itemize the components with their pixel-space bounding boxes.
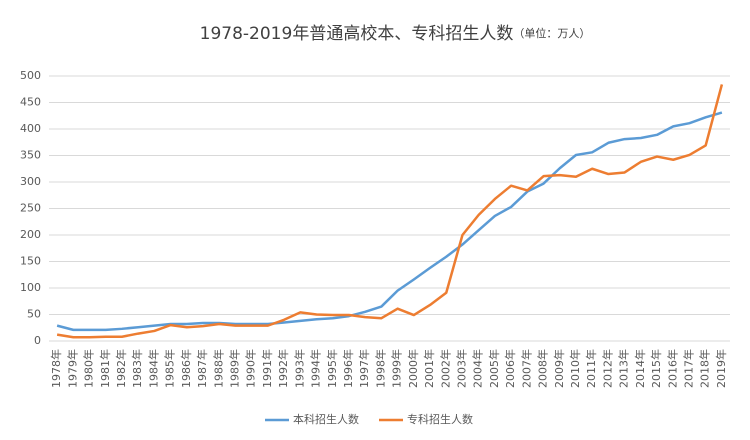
y-tick-label: 400 <box>20 122 41 135</box>
y-tick-label: 50 <box>27 308 41 321</box>
legend-label: 专科招生人数 <box>407 412 473 426</box>
series-line <box>56 84 724 339</box>
x-tick-label: 2003年 <box>454 349 468 388</box>
title: 1978-2019年普通高校本、专科招生人数 <box>200 24 514 44</box>
x-tick-label: 2012年 <box>600 349 614 388</box>
x-tick-label: 2001年 <box>422 349 436 388</box>
x-tick-label: 1991年 <box>260 349 274 388</box>
x-tick-label: 1998年 <box>373 349 387 388</box>
x-tick-label: 2016年 <box>665 349 679 388</box>
x-tick-label: 1982年 <box>114 349 128 388</box>
x-tick-label: 2018年 <box>698 349 712 388</box>
x-tick-label: 1983年 <box>130 349 144 388</box>
y-tick-label: 300 <box>20 175 41 188</box>
x-tick-label: 1993年 <box>292 349 306 388</box>
x-tick-label: 2015年 <box>649 349 663 388</box>
legend-label: 本科招生人数 <box>293 412 359 426</box>
x-tick-label: 2019年 <box>714 349 728 388</box>
y-tick-label: 100 <box>20 281 41 294</box>
x-tick-label: 1988年 <box>211 349 225 388</box>
x-tick-label: 1995年 <box>325 349 339 388</box>
x-tick-label: 1992年 <box>276 349 290 388</box>
y-tick-label: 200 <box>20 228 41 241</box>
x-tick-label: 1986年 <box>179 349 193 388</box>
x-tick-label: 2002年 <box>438 349 452 388</box>
y-tick-label: 450 <box>20 96 41 109</box>
x-tick-label: 2010年 <box>568 349 582 388</box>
x-tick-label: 2009年 <box>552 349 566 388</box>
x-tick-label: 2014年 <box>633 349 647 388</box>
x-tick-label: 1985年 <box>163 349 177 388</box>
y-tick-label: 0 <box>34 334 41 347</box>
x-tick-label: 2000年 <box>406 349 420 388</box>
x-tick-label: 1989年 <box>227 349 241 388</box>
x-tick-label: 2004年 <box>471 349 485 388</box>
x-tick-label: 2006年 <box>503 349 517 388</box>
y-tick-label: 350 <box>20 149 41 162</box>
x-tick-label: 1994年 <box>309 349 323 388</box>
x-tick-label: 1978年 <box>49 349 63 388</box>
x-tick-label: 1979年 <box>65 349 79 388</box>
x-tick-label: 1987年 <box>195 349 209 388</box>
y-tick-label: 500 <box>20 69 41 82</box>
chart-title: 1978-2019年普通高校本、专科招生人数（单位：万人） <box>200 24 591 44</box>
x-tick-label: 2008年 <box>536 349 550 388</box>
unit: （单位：万人） <box>513 26 590 40</box>
x-tick-label: 2007年 <box>519 349 533 388</box>
x-tick-label: 1999年 <box>390 349 404 388</box>
x-tick-label: 1997年 <box>357 349 371 388</box>
x-tick-label: 1990年 <box>244 349 258 388</box>
x-tick-label: 1996年 <box>341 349 355 388</box>
x-tick-label: 1984年 <box>146 349 160 388</box>
y-tick-label: 250 <box>20 202 41 215</box>
x-tick-label: 1981年 <box>98 349 112 388</box>
x-tick-label: 2005年 <box>487 349 501 388</box>
y-tick-label: 150 <box>20 255 41 268</box>
x-tick-label: 2017年 <box>681 349 695 388</box>
x-tick-label: 2011年 <box>584 349 598 388</box>
x-tick-label: 1980年 <box>82 349 96 388</box>
x-tick-label: 2013年 <box>617 349 631 388</box>
series-line <box>56 111 723 332</box>
